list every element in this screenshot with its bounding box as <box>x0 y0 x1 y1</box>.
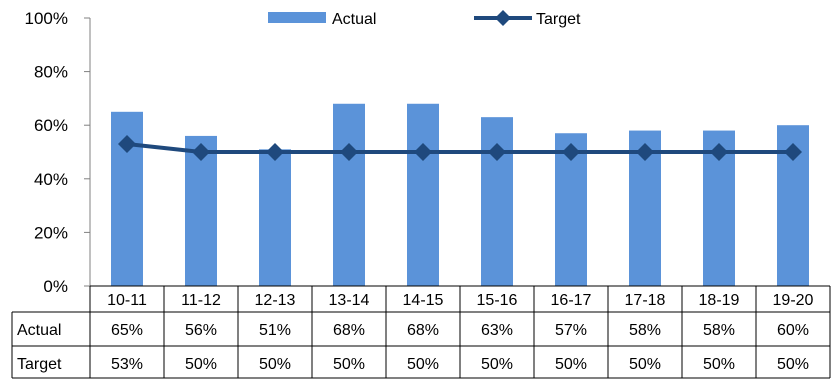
legend: Actual Target <box>268 10 581 28</box>
target-point <box>636 143 654 161</box>
target-line <box>126 141 793 154</box>
actual-bar <box>333 103 365 286</box>
x-category-label: 15-16 <box>477 292 518 309</box>
x-category-label: 14-15 <box>403 292 444 309</box>
legend-marker-target <box>495 10 511 26</box>
target-point <box>266 143 284 161</box>
x-category-label: 11-12 <box>181 292 221 309</box>
y-tick-label: 80% <box>34 63 68 82</box>
x-category-label: 16-17 <box>551 292 592 309</box>
table-cell-actual: 56% <box>185 322 217 339</box>
table-cell-target: 50% <box>407 356 439 373</box>
table-cell-actual: 57% <box>555 322 587 339</box>
actual-bar <box>481 117 513 286</box>
data-table: 10-11 11-12 12-13 13-14 14-15 15-16 16-17 17-18… <box>11 285 831 379</box>
target-point <box>784 143 802 161</box>
legend-label-actual: Actual <box>332 11 376 28</box>
table-cell-target: 53% <box>111 356 143 373</box>
target-point <box>710 143 728 161</box>
table-cell-target: 50% <box>555 356 587 373</box>
table-cell-target: 50% <box>333 356 365 373</box>
y-tick-label: 60% <box>34 116 68 135</box>
table-cell-actual: 60% <box>777 322 809 339</box>
table-cell-actual: 65% <box>111 322 143 339</box>
table-cell-actual: 68% <box>407 322 439 339</box>
target-point <box>118 134 136 153</box>
actual-bars <box>111 103 809 286</box>
table-cell-target: 50% <box>703 356 735 373</box>
target-point <box>562 143 580 161</box>
table-row-label-actual: Actual <box>17 322 61 339</box>
table-cell-actual: 63% <box>481 322 513 339</box>
x-category-label: 17-18 <box>625 292 666 309</box>
table-cell-target: 50% <box>259 356 291 373</box>
actual-bar <box>407 103 439 286</box>
target-line-series <box>118 134 802 161</box>
y-tick-label: 40% <box>34 170 68 189</box>
y-tick-label: 20% <box>34 223 68 242</box>
legend-swatch-actual <box>268 12 326 23</box>
target-point <box>192 143 210 161</box>
y-axis: 0% 20% 40% 60% 80% 100% <box>25 9 91 296</box>
table-cell-actual: 51% <box>259 322 291 339</box>
y-tick-label: 100% <box>25 9 68 28</box>
y-tick-label: 0% <box>43 277 68 296</box>
table-row-label-target: Target <box>17 356 62 373</box>
actual-bar <box>259 149 291 286</box>
table-cell-target: 50% <box>481 356 513 373</box>
target-point <box>414 143 432 161</box>
table-cell-target: 50% <box>777 356 809 373</box>
table-cell-target: 50% <box>185 356 217 373</box>
legend-label-target: Target <box>536 11 581 28</box>
target-point <box>340 143 358 161</box>
table-cell-target: 50% <box>629 356 661 373</box>
table-cell-actual: 58% <box>703 322 735 339</box>
x-category-label: 18-19 <box>699 292 740 309</box>
table-cell-actual: 58% <box>629 322 661 339</box>
x-category-label: 19-20 <box>773 292 814 309</box>
x-category-label: 13-14 <box>329 292 370 309</box>
x-category-label: 10-11 <box>107 292 147 309</box>
target-point <box>488 143 506 161</box>
table-cell-actual: 68% <box>333 322 365 339</box>
x-category-label: 12-13 <box>255 292 296 309</box>
